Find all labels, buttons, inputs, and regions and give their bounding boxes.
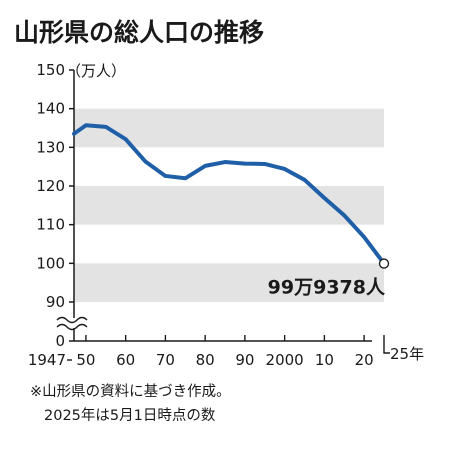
y-tick-label-120: 120	[36, 177, 65, 195]
x-tick-label-1970: 70	[156, 351, 175, 369]
x-tick-label-1950: 50	[76, 351, 95, 369]
source-note: ※山形県の資料に基づき作成。	[30, 383, 231, 400]
latest-point-marker	[378, 258, 390, 269]
y-tick-label-100: 100	[36, 254, 65, 272]
latest-value-annotation: 99万9378人	[268, 277, 386, 299]
data-point-1947	[72, 132, 76, 136]
x-axis: 1947 50 60 70 80 90 2000 10 20 25年	[28, 335, 424, 369]
data-point-1985	[223, 160, 227, 164]
y-tick-label-140: 140	[36, 100, 65, 118]
y-tick-label-90: 90	[46, 293, 65, 311]
data-point-2020	[362, 235, 366, 239]
data-point-1980	[203, 164, 207, 168]
x-tick-label-2020: 20	[355, 351, 374, 369]
y-tick-label-130: 130	[36, 138, 65, 156]
y-tick-label-150: 150	[36, 61, 65, 79]
axis-break-mark-top	[56, 316, 88, 324]
data-point-2010	[322, 196, 326, 200]
date-note: 2025年は5月1日時点の数	[44, 407, 216, 424]
band-2	[74, 263, 384, 302]
chart-title: 山形県の総人口の推移	[14, 18, 264, 47]
data-point-1975	[183, 176, 187, 180]
data-point-1960	[124, 137, 128, 141]
data-point-1995	[263, 162, 267, 166]
data-points	[72, 123, 390, 269]
band-1	[74, 186, 384, 225]
x-tick-label-2010: 10	[315, 351, 334, 369]
x-tick-label-1980: 80	[196, 351, 215, 369]
data-point-1965	[143, 160, 148, 164]
y-tick-label-zero: 0	[55, 332, 65, 350]
data-point-1990	[243, 161, 247, 166]
axis-break-mark-bottom	[56, 323, 88, 331]
data-point-2000	[283, 167, 287, 171]
x-tick-label-1960: 60	[116, 351, 135, 369]
data-point-1955	[104, 125, 108, 129]
x-tick-2025-bracket	[383, 335, 390, 354]
y-axis: 150 140 130 120 110 100 90 0	[36, 61, 88, 350]
x-tick-label-2000: 2000	[266, 351, 304, 369]
x-tick-label-1947: 1947	[28, 351, 66, 369]
x-tick-label-1990: 90	[235, 351, 254, 369]
y-tick-label-110: 110	[36, 216, 65, 234]
data-point-2005	[302, 178, 307, 182]
band-0	[74, 108, 384, 148]
data-point-2015	[342, 213, 346, 217]
y-axis-unit-label: （万人）	[66, 62, 126, 80]
data-point-1950	[84, 123, 88, 127]
data-point-1970	[163, 174, 168, 178]
x-tick-label-2025: 25年	[390, 345, 424, 363]
